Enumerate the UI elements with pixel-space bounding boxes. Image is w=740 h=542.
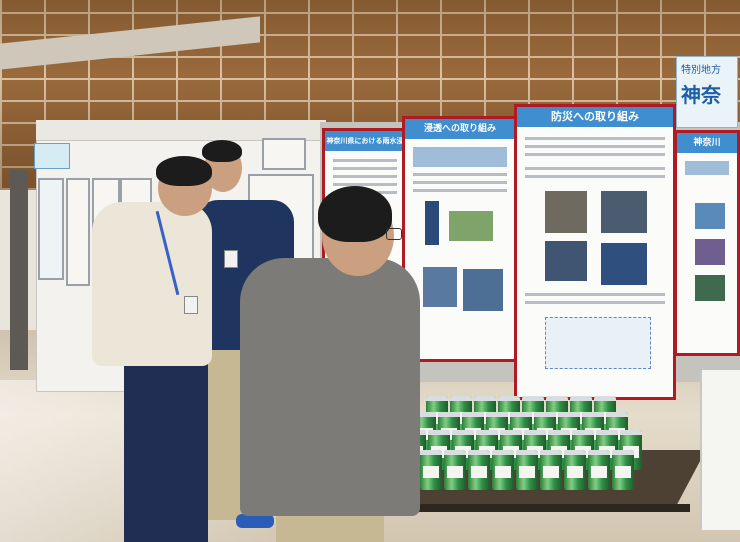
drink-can xyxy=(612,450,634,490)
small-panel xyxy=(38,178,64,280)
can-label xyxy=(471,466,487,478)
poster-photo xyxy=(601,191,647,233)
hair xyxy=(318,186,392,242)
poster-text-line xyxy=(525,167,665,170)
shoe xyxy=(236,514,274,528)
poster-photo xyxy=(695,203,725,229)
poster: 神奈川 xyxy=(674,130,740,356)
name-badge xyxy=(224,250,238,268)
drink-can xyxy=(588,450,610,490)
poster-text-line xyxy=(333,159,397,162)
drink-can xyxy=(516,450,538,490)
drink-cans xyxy=(396,392,646,496)
left-sign xyxy=(34,143,70,169)
poster-text-line xyxy=(333,167,397,170)
drink-can xyxy=(564,450,586,490)
poster-photo xyxy=(695,239,725,265)
drink-can xyxy=(540,450,562,490)
drink-can xyxy=(492,450,514,490)
poster-title: 浸透への取り組み xyxy=(405,119,515,139)
glasses xyxy=(386,228,402,240)
can-label xyxy=(615,466,631,478)
poster-text-line xyxy=(413,181,507,184)
white-panel xyxy=(700,370,740,530)
hanging-sign: 特別地方 神奈 xyxy=(676,56,738,128)
drink-can xyxy=(420,450,442,490)
table-edge xyxy=(370,504,690,512)
poster-photo xyxy=(423,267,457,307)
poster-photo xyxy=(545,241,587,281)
poster-text-line xyxy=(525,301,665,304)
poster-photo xyxy=(601,243,647,285)
poster: 防災への取り組み xyxy=(514,104,676,400)
name-badge xyxy=(184,296,198,314)
poster-text-line xyxy=(525,175,665,178)
hair xyxy=(202,140,242,162)
can-label xyxy=(423,466,439,478)
hair xyxy=(156,156,212,186)
can-label xyxy=(447,466,463,478)
poster-diagram xyxy=(545,317,651,369)
poster-text-line xyxy=(333,175,397,178)
poster: 浸透への取り組み xyxy=(402,116,518,362)
poster-text-line xyxy=(525,153,665,156)
poster-title: 神奈川県における雨水浸透 xyxy=(325,131,405,165)
can-label xyxy=(519,466,535,478)
drink-can xyxy=(444,450,466,490)
sign-line-2: 神奈 xyxy=(681,83,721,107)
pants xyxy=(124,358,208,542)
pillar xyxy=(10,170,28,370)
drink-can xyxy=(468,450,490,490)
poster-text-line xyxy=(525,145,665,148)
small-panel xyxy=(262,138,306,170)
poster-text-line xyxy=(413,189,507,192)
poster-text-line xyxy=(333,183,397,186)
poster-photo xyxy=(545,191,587,233)
poster-photo xyxy=(425,201,439,245)
can-label xyxy=(495,466,511,478)
poster-text-line xyxy=(413,147,507,167)
can-label xyxy=(591,466,607,478)
poster-diagram xyxy=(449,211,493,241)
can-label xyxy=(567,466,583,478)
poster-title: 防災への取り組み xyxy=(517,107,673,127)
poster-text-line xyxy=(413,173,507,176)
poster-text-line xyxy=(525,293,665,296)
small-panel xyxy=(66,178,90,286)
can-label xyxy=(543,466,559,478)
poster-photo xyxy=(463,269,503,311)
coat xyxy=(240,258,420,516)
poster-text-line xyxy=(525,137,665,140)
poster-title: 神奈川 xyxy=(677,133,737,153)
poster-photo xyxy=(695,275,725,301)
sweater xyxy=(92,202,212,366)
sign-line-1: 特別地方 xyxy=(681,65,721,76)
poster-text-line xyxy=(685,161,729,175)
